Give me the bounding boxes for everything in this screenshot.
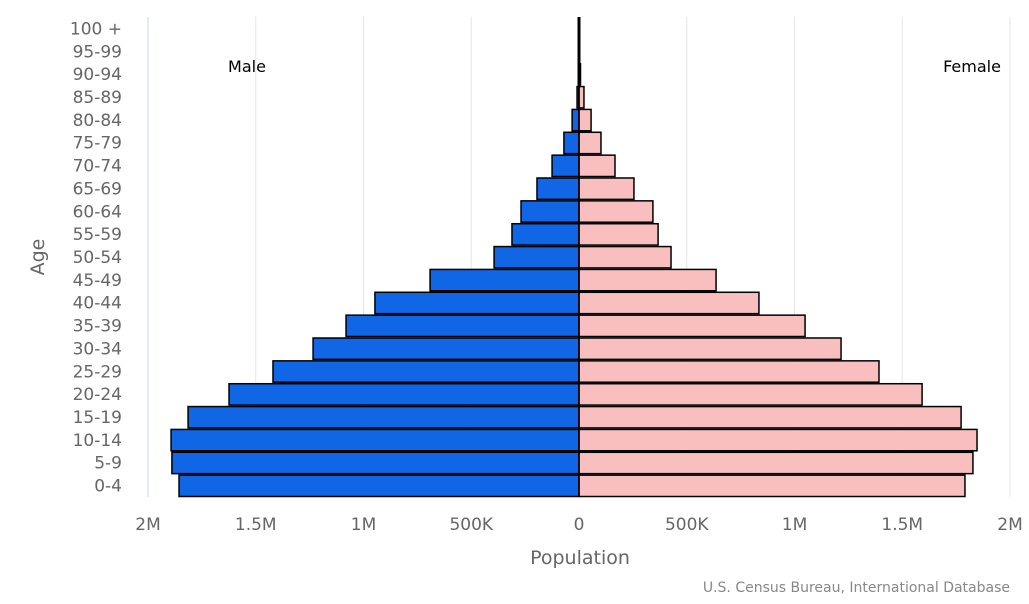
x-tick-label: 0: [574, 515, 585, 535]
bar-male: [188, 407, 579, 428]
y-tick-label: 80-84: [73, 111, 122, 131]
bar-male: [171, 429, 579, 450]
bar-female: [579, 178, 634, 199]
bar-male: [273, 361, 579, 382]
bar-male: [537, 178, 579, 199]
bar-male: [572, 109, 579, 130]
bar-female: [579, 429, 977, 450]
bar-male: [430, 269, 579, 290]
y-tick-label: 75-79: [73, 134, 122, 154]
y-tick-label: 100 +: [70, 19, 122, 39]
y-tick-label: 25-29: [73, 362, 122, 382]
y-tick-label: 30-34: [73, 339, 122, 359]
y-tick-label: 95-99: [73, 42, 122, 62]
bar-female: [579, 475, 965, 496]
y-tick-label: 0-4: [94, 477, 122, 497]
y-tick-label: 65-69: [73, 179, 122, 199]
y-tick-label: 35-39: [73, 317, 122, 337]
bar-male: [375, 292, 579, 313]
y-tick-label: 10-14: [73, 431, 122, 451]
x-tick-label: 1.5M: [881, 515, 923, 535]
x-axis-title: Population: [530, 547, 630, 569]
credit-text: U.S. Census Bureau, International Databa…: [703, 580, 1010, 596]
bar-female: [579, 132, 601, 153]
y-tick-label: 20-24: [73, 385, 122, 405]
y-axis-title: Age: [27, 239, 49, 276]
bar-male: [552, 155, 579, 176]
bar-male: [313, 338, 579, 359]
bar-male: [229, 384, 579, 405]
x-tick-label: 1M: [351, 515, 376, 535]
x-tick-label: 1M: [782, 515, 807, 535]
y-tick-label: 55-59: [73, 225, 122, 245]
bar-female: [579, 224, 658, 245]
bar-male: [521, 201, 579, 222]
bar-male: [512, 224, 579, 245]
y-tick-label: 90-94: [73, 65, 122, 85]
bar-male: [564, 132, 579, 153]
bar-female: [579, 201, 653, 222]
y-tick-label: 85-89: [73, 88, 122, 108]
bar-female: [579, 247, 671, 268]
legend-female: Female: [943, 57, 1001, 76]
bar-female: [579, 361, 879, 382]
y-tick-label: 60-64: [73, 202, 122, 222]
bars: [171, 17, 977, 497]
y-tick-label: 45-49: [73, 271, 122, 291]
x-tick-label: 500K: [449, 515, 493, 535]
bar-male: [494, 247, 579, 268]
bar-male: [346, 315, 579, 336]
bar-female: [579, 315, 805, 336]
x-tick-label: 1.5M: [235, 515, 277, 535]
y-tick-label: 70-74: [73, 157, 122, 177]
x-tick-label: 2M: [997, 515, 1022, 535]
x-tick-labels: 2M 1.5M 1M 500K 0 500K 1M 1.5M 2M: [135, 515, 1022, 535]
bar-female: [579, 338, 841, 359]
y-tick-label: 40-44: [73, 294, 122, 314]
y-tick-label: 5-9: [94, 454, 122, 474]
bar-female: [579, 292, 759, 313]
legend-male: Male: [228, 57, 266, 76]
x-tick-label: 2M: [135, 515, 160, 535]
bar-male: [172, 452, 579, 473]
bar-male: [179, 475, 579, 496]
x-tick-label: 500K: [665, 515, 709, 535]
bar-female: [579, 109, 591, 130]
y-tick-label: 15-19: [73, 408, 122, 428]
bar-female: [579, 452, 973, 473]
bar-female: [579, 155, 615, 176]
bar-female: [579, 384, 922, 405]
bar-female: [579, 407, 961, 428]
y-tick-label: 50-54: [73, 248, 122, 268]
bar-female: [579, 269, 716, 290]
